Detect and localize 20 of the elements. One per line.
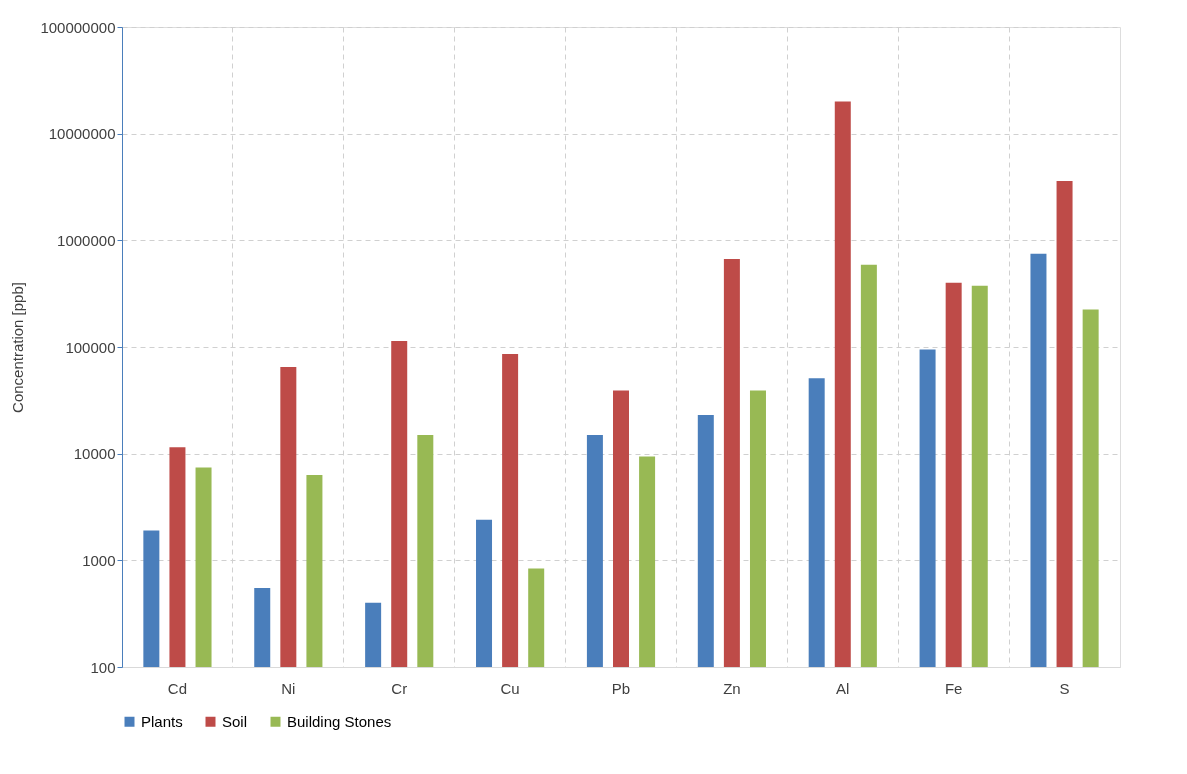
y-tick-label: 100000	[65, 338, 116, 356]
legend-label: Building Stones	[287, 712, 392, 730]
x-tick-label: Cd	[167, 679, 188, 697]
x-tick-label: Zn	[723, 679, 741, 697]
y-tick-label: 10000	[73, 445, 116, 463]
x-tick-label: Al	[836, 679, 850, 697]
y-tick-label: 10000000	[48, 125, 116, 143]
y-tick-label: 1000000	[57, 231, 116, 249]
x-tick-label: Fe	[944, 679, 963, 697]
legend-label: Soil	[222, 712, 248, 730]
y-tick-label: 100000000	[40, 18, 116, 36]
y-tick-label: 100	[90, 658, 116, 676]
x-tick-label: S	[1059, 679, 1070, 697]
x-tick-label: Pb	[611, 679, 631, 697]
y-tick-label: 1000	[82, 551, 116, 569]
legend-label: Plants	[141, 712, 183, 730]
y-axis-title: Concentration [ppb]	[9, 282, 27, 413]
x-tick-label: Cr	[391, 679, 408, 697]
x-tick-label: Ni	[281, 679, 296, 697]
x-tick-label: Cu	[500, 679, 520, 697]
